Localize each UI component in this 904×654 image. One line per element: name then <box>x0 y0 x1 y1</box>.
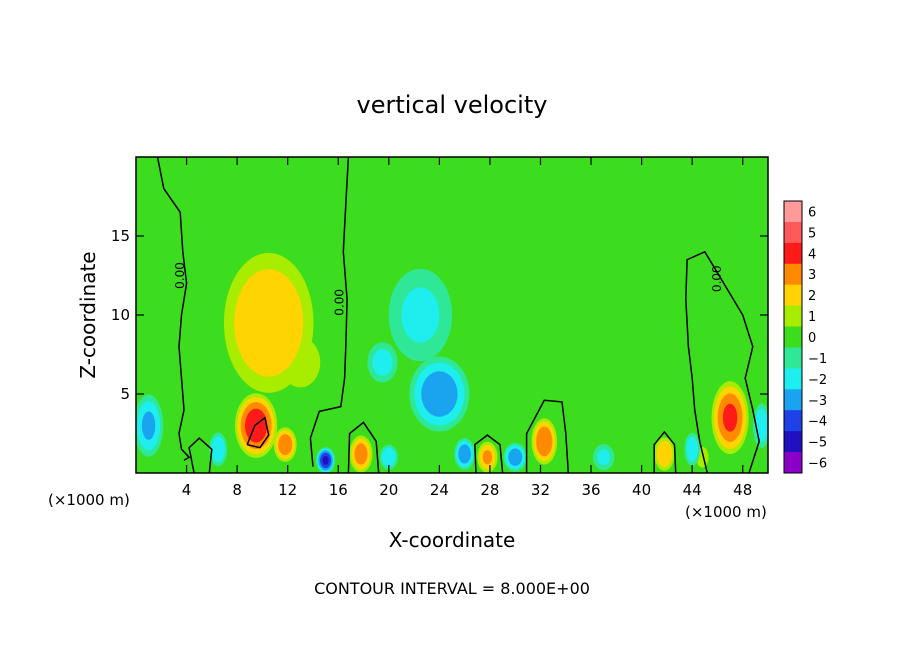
field-cell <box>458 444 471 464</box>
contour-label: 0.00 <box>332 289 346 316</box>
x-tick-label: 44 <box>683 481 702 499</box>
field-cell <box>381 447 396 467</box>
colorbar-swatch <box>784 221 802 244</box>
colorbar-label: 6 <box>808 206 816 221</box>
contour-line <box>246 416 270 449</box>
y-tick-label: 10 <box>111 306 130 324</box>
colorbar-swatch <box>784 242 802 265</box>
contour-lines: 0.00 0.00 0.00 <box>156 157 760 473</box>
colorbar-label: −6 <box>808 457 827 472</box>
x-tick-label: 24 <box>430 481 449 499</box>
field-cell <box>322 455 329 465</box>
colorbar-label: −5 <box>808 436 827 451</box>
colorbar-label: 3 <box>808 268 816 283</box>
colorbar-swatch <box>784 431 802 453</box>
field-cell <box>278 434 293 456</box>
colorbar-swatch <box>784 263 802 286</box>
y-tick-label: 15 <box>111 227 130 245</box>
field-cell <box>141 411 156 440</box>
x-tick-label: 20 <box>379 481 398 499</box>
contour-line <box>474 434 504 473</box>
x-unit-label-right: (×1000 m) <box>685 503 767 521</box>
contour-line <box>653 430 677 473</box>
field-cell <box>401 287 440 343</box>
x-tick-label: 28 <box>480 481 499 499</box>
colorbar-label: 2 <box>808 289 816 304</box>
y-axis: 5 10 15 <box>111 227 768 403</box>
field-cell <box>597 449 610 466</box>
colorbar-label: −2 <box>808 373 827 388</box>
x-axis-label: X-coordinate <box>389 528 516 552</box>
field-cell <box>536 426 553 457</box>
colorbar-label: −3 <box>808 394 827 409</box>
field-cell <box>482 450 492 465</box>
colorbar-swatch <box>784 305 802 328</box>
colorbar-label: −1 <box>808 352 827 367</box>
contour-line <box>347 421 380 473</box>
x-tick-label: 8 <box>232 481 242 499</box>
y-axis-label: Z-coordinate <box>76 251 100 378</box>
x-tick-label: 16 <box>329 481 348 499</box>
field-cell <box>421 371 458 417</box>
field-cell <box>211 436 226 463</box>
chart-title: vertical velocity <box>357 91 548 119</box>
contour-line <box>309 157 350 467</box>
field-cell <box>245 408 268 443</box>
y-tick-label: 5 <box>120 385 130 403</box>
field-cell <box>656 441 673 467</box>
colorbar-swatch <box>784 326 802 348</box>
colorbar-label: 5 <box>808 226 816 241</box>
colorbar: 6 5 4 3 2 1 0 −1 −2 −3 −4 −5 −6 <box>783 200 827 474</box>
contour-label: 0.00 <box>173 262 187 289</box>
x-tick-label: 40 <box>632 481 651 499</box>
x-tick-label: 12 <box>278 481 297 499</box>
heatmap-field <box>136 157 768 473</box>
field-cell <box>686 437 698 462</box>
colorbar-swatch <box>784 452 802 474</box>
field-cell <box>755 409 768 442</box>
x-tick-label: 4 <box>182 481 192 499</box>
field-cell <box>722 403 738 432</box>
colorbar-frame <box>783 200 803 474</box>
colorbar-swatch <box>784 201 802 223</box>
colorbar-label: 0 <box>808 331 816 346</box>
field-cell <box>234 269 304 377</box>
contour-line <box>685 250 760 473</box>
x-unit-label: (×1000 m) <box>48 491 130 509</box>
contour-line <box>188 437 213 473</box>
x-tick-label: 32 <box>531 481 550 499</box>
colorbar-label: 1 <box>808 310 816 325</box>
colorbar-swatch <box>784 368 802 390</box>
x-tick-label: 48 <box>733 481 752 499</box>
colorbar-swatch <box>784 389 802 411</box>
contour-line <box>156 157 191 462</box>
field-cell <box>508 448 523 466</box>
field-cell <box>372 349 393 376</box>
colorbar-swatch <box>784 284 802 307</box>
field-cell <box>354 443 368 465</box>
colorbar-swatch <box>784 410 802 432</box>
contour-label: 0.00 <box>710 265 724 292</box>
contour-line <box>525 399 570 473</box>
colorbar-swatch <box>784 347 802 369</box>
x-axis: 4 8 12 16 20 24 28 32 36 40 44 48 <box>182 157 752 499</box>
contour-interval-text: CONTOUR INTERVAL = 8.000E+00 <box>314 579 590 598</box>
colorbar-label: −4 <box>808 415 827 430</box>
colorbar-label: 4 <box>808 247 816 262</box>
x-tick-label: 36 <box>581 481 600 499</box>
